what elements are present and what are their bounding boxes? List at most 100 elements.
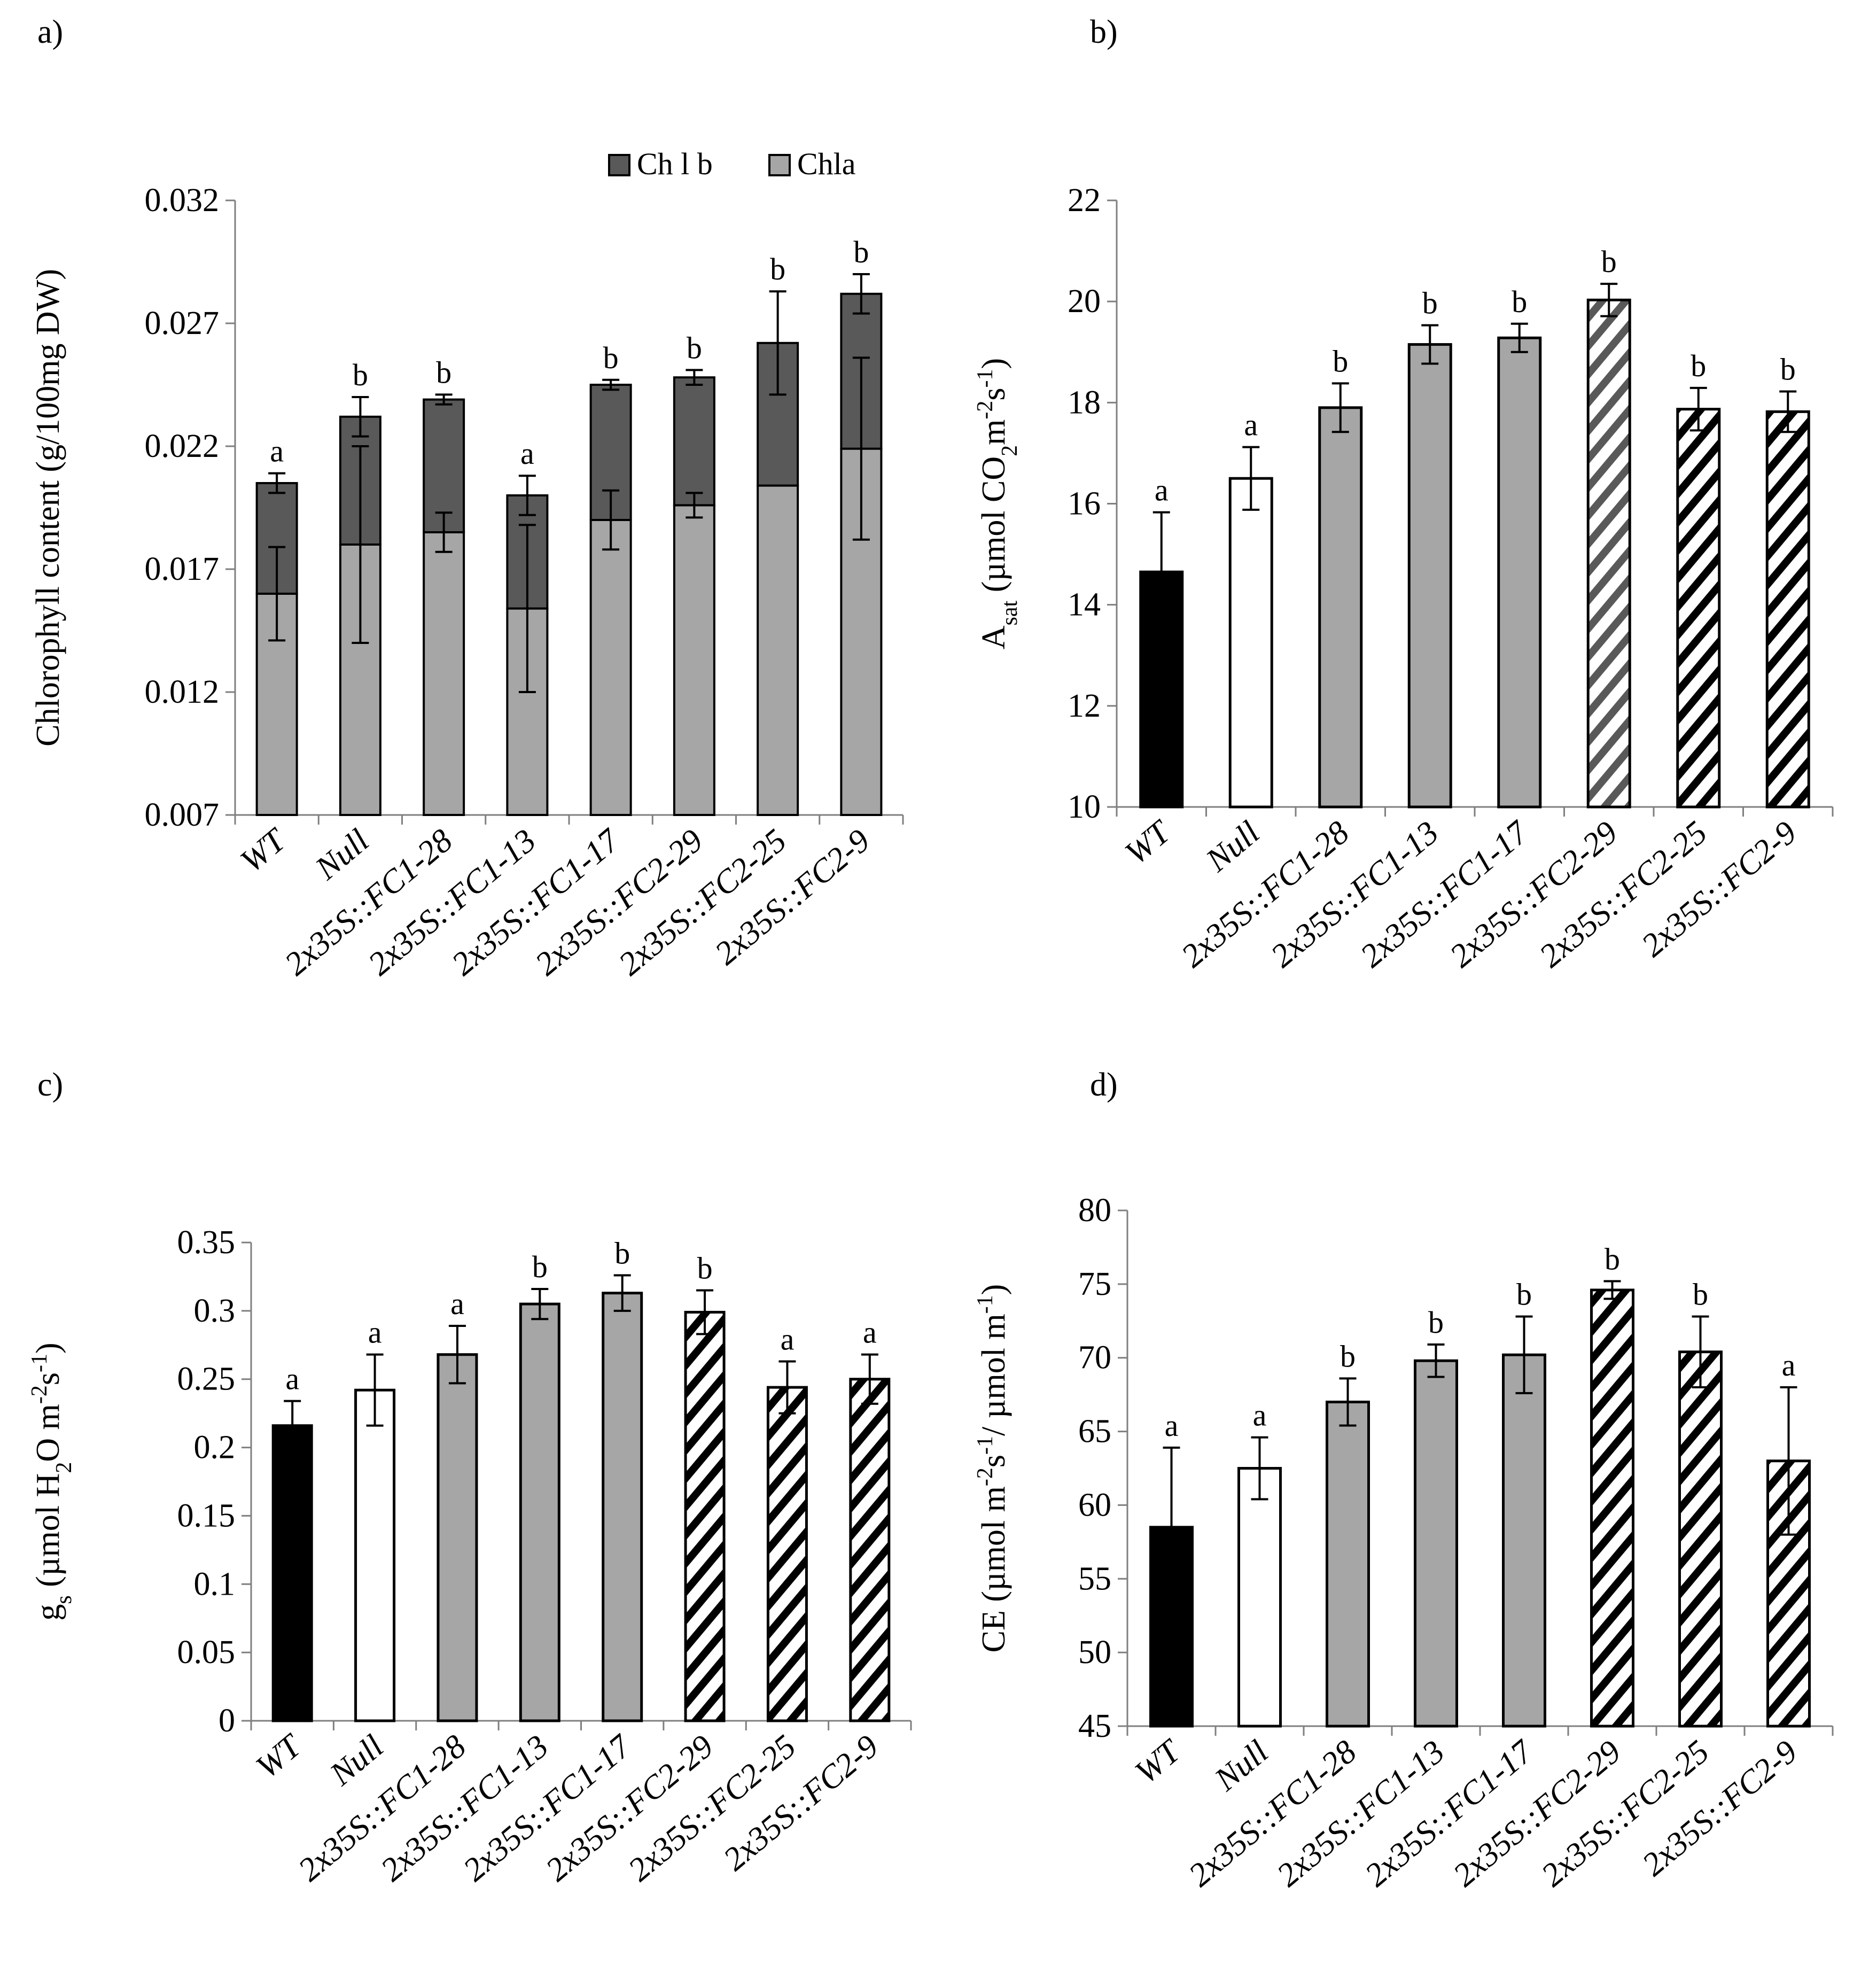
bar <box>766 1386 808 1722</box>
significance-label: a <box>270 434 284 469</box>
y-axis-label: Chlorophyll content (g/100mg DW) <box>30 269 66 747</box>
bar <box>1414 1359 1458 1728</box>
significance-label: b <box>1333 344 1348 378</box>
significance-label: b <box>614 1236 630 1270</box>
significance-label: a <box>1782 1348 1796 1383</box>
bar <box>684 1310 726 1722</box>
y-axis-label: CE (µmol m-2s-1/ µmol m-1) <box>973 1284 1012 1653</box>
y-tick-label: 0.017 <box>145 551 220 587</box>
x-category-label: 2x35S::FC2-9 <box>1635 814 1803 964</box>
bar-chla <box>506 607 549 816</box>
y-tick-label: 70 <box>1078 1340 1111 1376</box>
significance-label: b <box>770 252 785 286</box>
significance-label: a <box>450 1286 464 1321</box>
significance-label: b <box>1516 1277 1532 1312</box>
significance-label: b <box>603 340 619 375</box>
x-category-label: WT <box>1118 813 1179 872</box>
significance-label: b <box>1340 1339 1356 1373</box>
x-category-label: WT <box>249 1727 309 1785</box>
y-tick-label: 0.027 <box>145 305 220 341</box>
bar <box>1407 343 1452 809</box>
y-tick-label: 0 <box>219 1703 235 1739</box>
bar <box>1765 410 1810 809</box>
y-tick-label: 20 <box>1068 283 1101 320</box>
x-category-label: 2x35S::FC2-9 <box>1636 1734 1804 1883</box>
panel-letter: d) <box>1090 1067 1118 1103</box>
bar <box>1678 1350 1723 1728</box>
significance-label: b <box>436 355 451 390</box>
y-tick-label: 55 <box>1078 1560 1111 1597</box>
y-tick-label: 0.022 <box>145 428 220 464</box>
bar <box>1676 408 1721 809</box>
significance-label: a <box>863 1315 877 1350</box>
y-axis-label: Asat (µmol CO2m-2s-1) <box>973 358 1022 649</box>
y-tick-label: 0.1 <box>194 1566 236 1602</box>
legend-swatch-chla <box>768 154 791 176</box>
y-tick-label: 16 <box>1068 486 1101 522</box>
significance-label: a <box>520 436 534 471</box>
legend-label-chla: Chla <box>797 146 856 181</box>
significance-label: b <box>1780 352 1796 387</box>
bar <box>354 1388 396 1722</box>
y-tick-label: 60 <box>1078 1487 1111 1523</box>
x-category-label: WT <box>233 821 294 880</box>
bar <box>1228 477 1273 809</box>
y-tick-label: 0.032 <box>145 182 220 219</box>
bar-chla <box>757 484 799 816</box>
y-tick-label: 0.012 <box>145 674 220 710</box>
x-category-label: WT <box>1128 1732 1189 1791</box>
significance-label: a <box>1244 408 1258 442</box>
y-tick-label: 0.15 <box>177 1497 236 1534</box>
bar-chla <box>673 504 715 816</box>
significance-label: b <box>353 358 368 392</box>
bar <box>849 1378 891 1722</box>
y-tick-label: 22 <box>1068 182 1101 219</box>
y-tick-label: 18 <box>1068 384 1101 421</box>
y-tick-label: 0.3 <box>194 1293 236 1329</box>
bar <box>1502 1353 1546 1728</box>
bar <box>1318 406 1363 809</box>
bar <box>1237 1467 1282 1728</box>
y-tick-label: 14 <box>1068 587 1101 623</box>
significance-label: b <box>532 1249 548 1284</box>
significance-label: a <box>1155 473 1169 508</box>
y-tick-label: 0.007 <box>145 797 220 833</box>
significance-label: b <box>1601 244 1617 279</box>
x-category-label: Null <box>308 822 376 887</box>
bar <box>437 1353 478 1722</box>
significance-label: a <box>1165 1408 1179 1443</box>
significance-label: b <box>1422 286 1438 321</box>
significance-label: a <box>285 1362 299 1396</box>
legend-label-chlb: Ch l b <box>637 146 713 181</box>
bar-chlb <box>673 376 715 507</box>
x-category-label: Null <box>323 1728 390 1793</box>
significance-label: a <box>368 1315 382 1350</box>
y-tick-label: 65 <box>1078 1414 1111 1450</box>
y-tick-label: 0.35 <box>177 1224 236 1261</box>
significance-label: b <box>1512 284 1527 319</box>
bar <box>1326 1400 1370 1728</box>
y-tick-label: 45 <box>1078 1708 1111 1744</box>
significance-label: b <box>1428 1305 1444 1340</box>
panel-letter: a) <box>37 14 63 50</box>
bar <box>1586 298 1631 809</box>
y-tick-label: 50 <box>1078 1634 1111 1671</box>
y-tick-label: 80 <box>1078 1192 1111 1229</box>
y-tick-label: 10 <box>1068 789 1101 825</box>
bar-chla <box>423 531 465 816</box>
legend-swatch-chlb <box>608 154 630 176</box>
significance-label: b <box>1691 348 1706 383</box>
significance-label: a <box>1253 1398 1267 1433</box>
x-category-label: Null <box>1208 1734 1275 1798</box>
y-tick-label: 0.05 <box>177 1634 236 1671</box>
panel-letter: b) <box>1090 14 1118 50</box>
significance-label: a <box>781 1322 795 1356</box>
significance-label: b <box>853 235 869 269</box>
panel-letter: c) <box>37 1067 63 1103</box>
y-tick-label: 0.2 <box>194 1430 236 1466</box>
bar <box>1590 1288 1634 1728</box>
